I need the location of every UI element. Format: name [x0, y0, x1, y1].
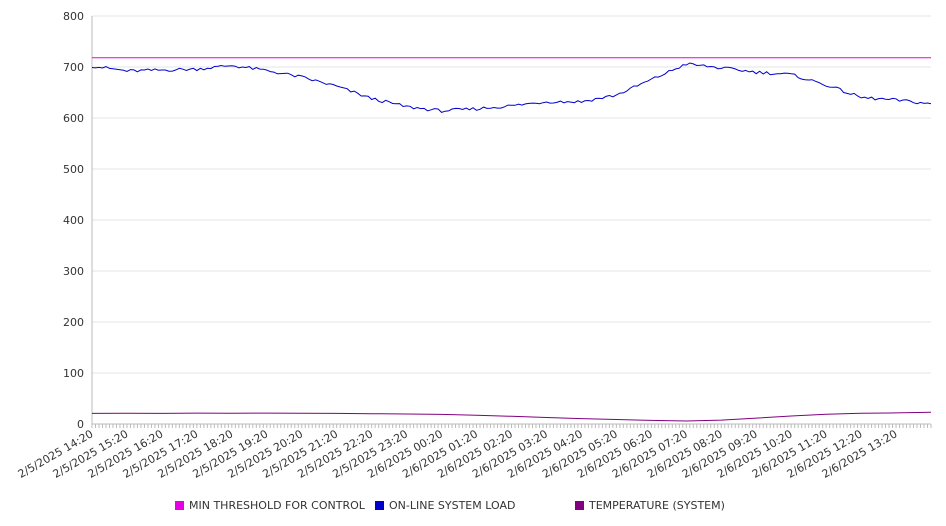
legend-label-min-threshold: MIN THRESHOLD FOR CONTROL — [189, 499, 365, 512]
y-tick-label: 700 — [63, 61, 84, 74]
series-lines — [91, 57, 932, 422]
y-tick-label: 100 — [63, 367, 84, 380]
legend-swatch-min-threshold — [175, 501, 184, 510]
y-tick-label: 500 — [63, 163, 84, 176]
y-tick-label: 0 — [77, 418, 84, 431]
y-tick-label: 400 — [63, 214, 84, 227]
legend-item-min-threshold[interactable]: MIN THRESHOLD FOR CONTROL — [175, 499, 365, 512]
series-line-on-line-system-load[interactable] — [91, 62, 932, 113]
y-tick-label: 600 — [63, 112, 84, 125]
legend-label-system-load: ON-LINE SYSTEM LOAD — [389, 499, 516, 512]
legend-swatch-temperature — [575, 501, 584, 510]
legend: MIN THRESHOLD FOR CONTROL ON-LINE SYSTEM… — [0, 499, 946, 513]
legend-label-temperature: TEMPERATURE (SYSTEM) — [589, 499, 725, 512]
legend-item-system-load[interactable]: ON-LINE SYSTEM LOAD — [375, 499, 515, 512]
legend-swatch-system-load — [375, 501, 384, 510]
y-tick-label: 300 — [63, 265, 84, 278]
legend-item-temperature[interactable]: TEMPERATURE (SYSTEM) — [575, 499, 725, 512]
gridlines — [92, 15, 931, 425]
series-line-temperature-system[interactable] — [91, 411, 932, 422]
axes — [91, 16, 932, 428]
y-tick-label: 800 — [63, 10, 84, 23]
y-tick-label: 200 — [63, 316, 84, 329]
